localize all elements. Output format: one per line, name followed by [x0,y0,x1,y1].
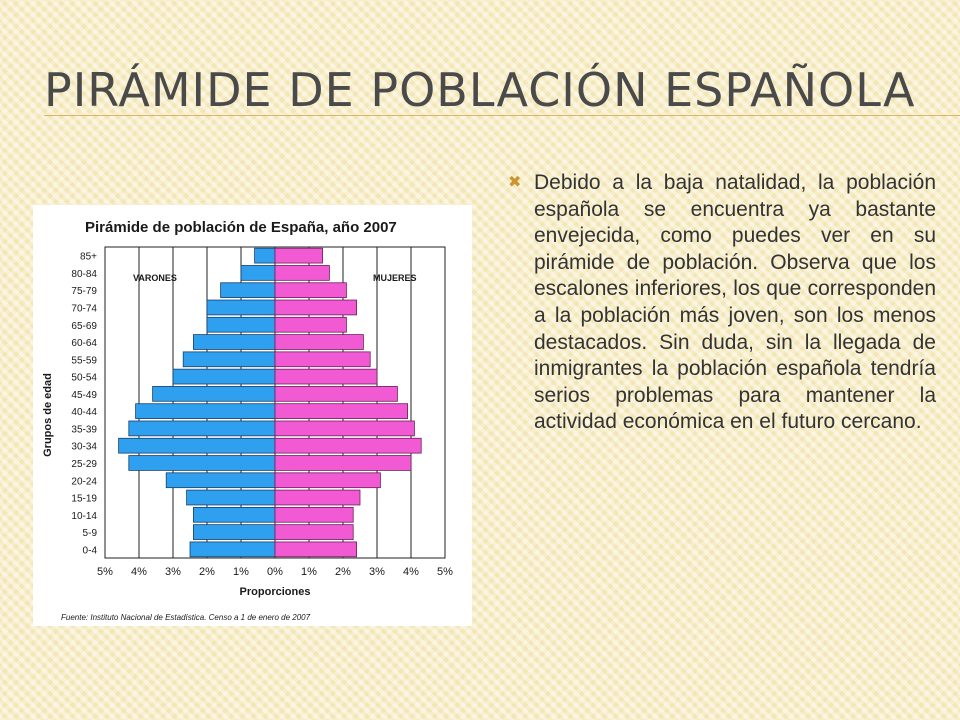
title-underline [44,115,960,116]
y-tick-label: 35-39 [71,424,97,435]
x-tick-label: 3% [165,566,181,578]
bar-mujeres [274,541,357,558]
bar-mujeres [274,489,361,506]
chart-bars [118,247,422,558]
chart-title: Pirámide de población de España, año 200… [85,219,397,236]
y-tick-label: 5-9 [83,528,98,539]
y-tick-label: 65-69 [71,321,97,332]
legend-mujeres: MUJERES [373,273,417,283]
bar-varones [165,472,276,489]
bar-mujeres [274,386,398,402]
y-axis-label: Grupos de edad [42,373,54,457]
population-pyramid-chart: Pirámide de población de España, año 200… [33,205,472,626]
x-tick-label: 5% [97,566,113,578]
y-tick-label: 30-34 [71,442,97,453]
x-tick-label: 5% [437,566,453,578]
bar-mujeres [274,351,371,368]
y-tick-label: 45-49 [71,390,97,401]
bar-mujeres [274,265,330,281]
bar-varones [189,541,276,558]
bar-mujeres [274,334,364,350]
x-tick-label: 2% [199,566,215,578]
chart-source-note: Fuente: Instituto Nacional de Estadístic… [61,613,311,622]
bar-varones [220,282,276,299]
bar-mujeres [274,316,347,333]
bar-varones [128,420,276,437]
y-tick-label: 50-54 [71,373,97,384]
bar-varones [172,368,276,385]
bar-varones [118,437,276,454]
x-tick-label: 1% [301,566,317,578]
bar-varones [192,506,276,523]
x-tick-label: 0% [267,566,283,578]
bar-mujeres [274,472,381,489]
y-tick-label: 0-4 [83,545,98,556]
y-tick-label: 80-84 [71,269,97,280]
bar-varones [206,299,276,316]
y-tick-label: 85+ [80,252,97,263]
bar-varones [192,524,276,540]
y-tick-label: 55-59 [71,355,97,366]
bar-varones [152,386,276,402]
bar-mujeres [274,420,415,437]
slide-title: PIRÁMIDE DE POBLACIÓN ESPAÑOLA [44,63,916,117]
bar-varones [206,316,276,333]
body-paragraph: Debido a la baja natalidad, la población… [534,171,936,434]
y-tick-label: 20-24 [71,476,97,487]
x-mark-bullet-icon: ✖ [508,174,522,191]
plot-frame [104,246,446,559]
x-tick-label: 3% [369,566,385,578]
y-tick-label: 15-19 [71,494,97,505]
bar-mujeres [274,524,354,540]
x-tick-label: 1% [233,566,249,578]
chart-axes: 5% 4% 3% 2% 1% 0% 1% 2% 3% 4% 5% 0-4 5-9 10-14 15-19 20… [71,246,453,578]
bar-mujeres [274,247,323,264]
x-tick-label: 2% [335,566,351,578]
bar-mujeres [274,403,409,419]
y-tick-label: 60-64 [71,338,97,349]
y-tick-label: 40-44 [71,407,97,418]
y-tick-label: 25-29 [71,459,97,470]
bar-varones [254,247,276,264]
y-tick-label: 70-74 [71,303,97,314]
bar-varones [186,489,276,506]
x-axis-label: Proporciones [240,586,311,598]
bar-mujeres [274,282,347,299]
chart-svg: Pirámide de población de España, año 200… [42,219,453,622]
legend-varones: VARONES [133,273,177,283]
x-tick-label: 4% [403,566,419,578]
bar-varones [182,351,276,368]
bar-varones [128,455,276,471]
bar-varones [135,403,276,419]
y-tick-label: 10-14 [71,511,97,522]
bar-mujeres [274,299,357,316]
y-tick-label: 75-79 [71,286,97,297]
bar-mujeres [274,455,412,471]
bar-mujeres [274,368,378,385]
bar-varones [192,334,276,350]
body-text-block: ✖ Debido a la baja natalidad, la poblaci… [508,170,936,436]
x-tick-label: 4% [131,566,147,578]
bar-mujeres [274,506,354,523]
bar-mujeres [274,437,422,454]
bar-varones [240,265,276,281]
